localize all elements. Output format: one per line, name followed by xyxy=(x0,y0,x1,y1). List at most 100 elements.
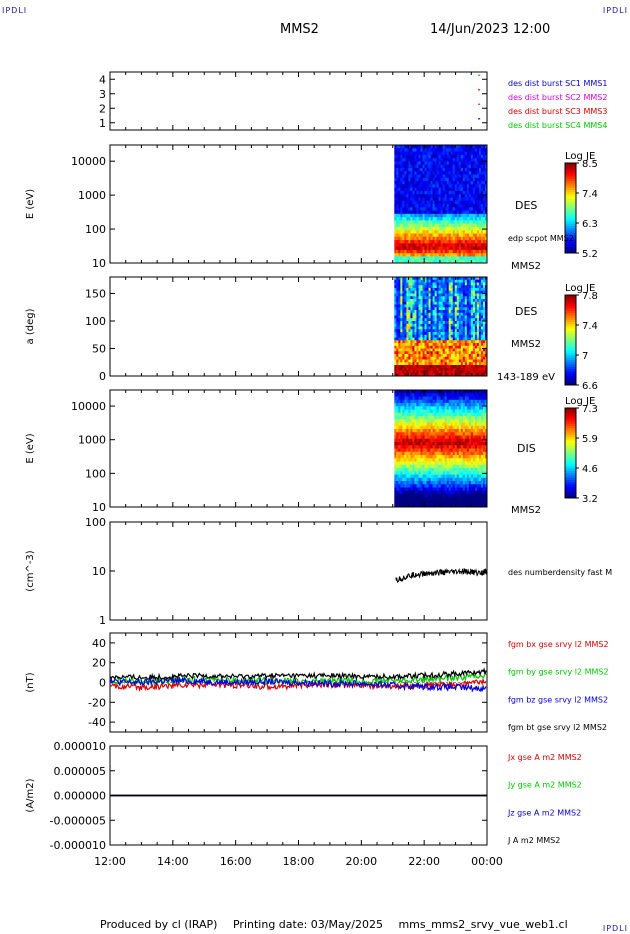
des_energy-cell xyxy=(448,200,452,205)
des_energy-cell xyxy=(430,158,434,162)
des_energy-cell xyxy=(446,233,450,238)
des_pitch-cell xyxy=(438,348,442,352)
dis_energy-cell xyxy=(442,477,446,482)
des_energy-cell xyxy=(438,210,442,215)
des_energy-cell xyxy=(424,197,427,202)
des_pitch-cell xyxy=(476,332,480,336)
dis_energy-cell xyxy=(414,399,417,404)
des_energy-cell xyxy=(394,187,397,192)
dis_energy-cell xyxy=(450,490,454,495)
des_energy-cell xyxy=(474,171,478,175)
des_energy-cell xyxy=(420,154,423,159)
dis_energy-cell xyxy=(408,487,411,492)
des_energy-cell xyxy=(450,236,454,241)
dis_energy-cell xyxy=(396,451,399,456)
des_pitch-cell xyxy=(480,279,484,283)
des_energy-cell xyxy=(436,171,440,175)
dis_energy-cell xyxy=(450,477,454,482)
dis_energy-cell xyxy=(460,425,464,430)
dis_energy-cell xyxy=(402,422,405,427)
des_energy-colorbar-band xyxy=(565,196,576,200)
dis_energy-cell xyxy=(412,471,415,475)
des_energy-cell xyxy=(478,213,482,218)
dis_energy-cell xyxy=(432,419,436,423)
des_energy-cell xyxy=(408,236,411,241)
des_pitch-cell xyxy=(456,348,460,352)
des_pitch-cell xyxy=(472,356,476,360)
des_energy-cell xyxy=(476,190,480,195)
des_energy-cell xyxy=(444,200,448,205)
des_pitch-cell xyxy=(448,340,452,344)
des_pitch-cell xyxy=(398,337,401,341)
dis_energy-cell xyxy=(424,432,427,436)
des_energy-cell xyxy=(484,220,488,225)
des_pitch-cell xyxy=(448,318,452,322)
des_energy-cell xyxy=(432,213,436,218)
dis_energy-cell xyxy=(452,448,456,453)
des_energy-cell xyxy=(410,233,413,238)
des_energy-cell xyxy=(444,249,448,254)
dis_energy-cell xyxy=(462,471,466,475)
des_pitch-cell xyxy=(402,277,405,281)
des_energy-cell xyxy=(484,187,488,192)
des_energy-cell xyxy=(462,158,466,162)
dis_energy-cell xyxy=(422,484,425,488)
dis_energy-cell xyxy=(436,484,440,488)
des_energy-cell xyxy=(396,164,399,169)
des_pitch-colorbar-band xyxy=(565,373,576,377)
dis_energy-cell xyxy=(434,503,438,508)
dis_energy-cell xyxy=(460,484,464,488)
des_pitch-cell xyxy=(478,343,482,347)
des_energy-cell xyxy=(426,217,429,221)
des_pitch-cell xyxy=(434,301,438,305)
des_energy-cell xyxy=(452,256,456,261)
des_pitch-cell xyxy=(426,315,429,319)
dis_energy-cell xyxy=(428,432,431,436)
des_pitch-cell xyxy=(468,304,472,308)
des_pitch-cell xyxy=(462,362,466,366)
des_pitch-cell xyxy=(470,326,474,330)
dis_energy-cell xyxy=(404,468,407,472)
des_pitch-cell xyxy=(428,310,431,314)
dis_energy-cell xyxy=(404,432,407,436)
des_energy-cell xyxy=(394,240,397,244)
dis_energy-cell xyxy=(400,484,403,488)
des_pitch-colorbar-band xyxy=(565,367,576,370)
des_pitch-cell xyxy=(482,282,486,286)
des_pitch-cell xyxy=(410,293,413,297)
dis_energy-cell xyxy=(408,409,411,414)
des_energy-cell xyxy=(410,217,413,221)
des_pitch-cell xyxy=(474,301,478,305)
des_energy-cell xyxy=(428,200,431,205)
des_pitch-cell xyxy=(472,299,476,303)
des_pitch-cell xyxy=(484,315,488,319)
des_energy-cell xyxy=(462,204,466,208)
des_energy-cell xyxy=(434,243,438,248)
dis_energy-cell xyxy=(434,438,438,443)
dis_energy-cell xyxy=(428,474,431,479)
des_pitch-cell xyxy=(460,334,464,338)
des_energy-cell xyxy=(414,151,417,156)
des_energy-cell xyxy=(408,190,411,195)
des_pitch-cell xyxy=(476,304,480,308)
dis_energy-cell xyxy=(418,429,421,433)
des_energy-cell xyxy=(472,194,476,198)
des_energy-cell xyxy=(402,204,405,208)
dis_energy-cell xyxy=(396,416,399,420)
dis_energy-cell xyxy=(434,429,438,433)
des_energy-cell xyxy=(440,210,444,215)
des_energy-cell xyxy=(480,223,484,228)
des_energy-cell xyxy=(466,190,470,195)
des_pitch-cell xyxy=(422,307,425,311)
dis_energy-cell xyxy=(434,403,438,407)
des_energy-cell xyxy=(430,259,434,264)
dis_energy-cell xyxy=(432,494,436,498)
des_pitch-cell xyxy=(412,351,415,355)
des_energy-cell xyxy=(474,197,478,202)
des_energy-cell xyxy=(428,194,431,198)
dis_energy-cell xyxy=(436,409,440,414)
des_energy-cell xyxy=(484,181,488,185)
des_energy-cell xyxy=(406,217,409,221)
des_pitch-cell xyxy=(398,296,401,300)
des_energy-cell xyxy=(396,226,399,231)
